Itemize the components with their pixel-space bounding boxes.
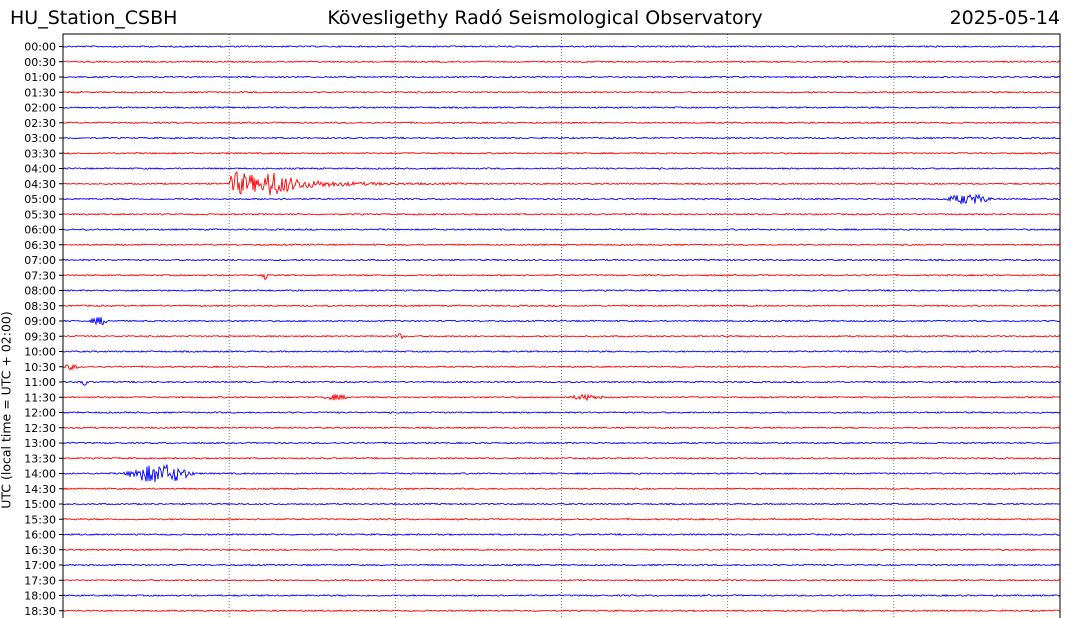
trace-00:00 <box>62 45 1061 48</box>
y-tick-label: 16:00 <box>24 529 56 542</box>
trace-01:30 <box>62 90 1061 94</box>
y-tick-label: 06:30 <box>24 239 56 252</box>
y-tick-label: 13:30 <box>24 452 56 465</box>
trace-08:30 <box>62 304 1061 308</box>
trace-17:00 <box>62 563 1061 567</box>
trace-05:30 <box>62 212 1061 216</box>
chart-title: Kövesligethy Radó Seismological Observat… <box>327 7 763 29</box>
trace-00:30 <box>62 60 1061 64</box>
trace-16:30 <box>62 548 1061 552</box>
trace-09:30 <box>62 333 1061 340</box>
chart-date: 2025-05-14 <box>949 7 1060 29</box>
trace-09:00 <box>62 317 1061 326</box>
y-tick-label: 07:30 <box>24 269 56 282</box>
station-name: HU_Station_CSBH <box>10 7 178 29</box>
y-tick-label: 10:30 <box>24 361 56 374</box>
y-tick-label: 15:30 <box>24 513 56 526</box>
y-tick-label: 04:30 <box>24 178 56 191</box>
trace-05:00 <box>62 193 1061 205</box>
trace-15:00 <box>62 502 1061 506</box>
trace-04:30 <box>62 171 1061 196</box>
y-tick-label: 14:00 <box>24 468 56 481</box>
y-tick-label: 08:00 <box>24 285 56 298</box>
y-tick-label: 01:30 <box>24 86 56 99</box>
y-tick-label: 07:00 <box>24 254 56 267</box>
trace-10:30 <box>62 363 1061 371</box>
y-tick-label: 17:00 <box>24 559 56 572</box>
trace-03:30 <box>62 151 1061 155</box>
y-tick-label: 12:30 <box>24 422 56 435</box>
trace-17:30 <box>62 578 1061 582</box>
trace-04:00 <box>62 167 1061 170</box>
y-axis-ticks: 00:00 00:30 01:00 01:30 02:00 02:30 03:00 03:30… <box>24 41 63 618</box>
trace-01:00 <box>62 75 1061 79</box>
trace-11:00 <box>62 380 1061 386</box>
trace-07:30 <box>62 273 1061 281</box>
vertical-gridlines <box>228 34 895 618</box>
y-tick-label: 09:00 <box>24 315 56 328</box>
trace-10:00 <box>62 350 1061 353</box>
y-tick-label: 01:00 <box>24 71 56 84</box>
y-tick-label: 05:00 <box>24 193 56 206</box>
trace-07:00 <box>62 258 1061 262</box>
trace-14:00 <box>62 464 1061 483</box>
y-tick-label: 18:00 <box>24 590 56 603</box>
y-tick-label: 18:30 <box>24 605 56 618</box>
y-tick-label: 02:00 <box>24 102 56 115</box>
y-tick-label: 08:30 <box>24 300 56 313</box>
trace-11:30 <box>62 393 1061 402</box>
trace-12:30 <box>62 426 1061 430</box>
y-tick-label: 14:30 <box>24 483 56 496</box>
trace-14:30 <box>62 487 1061 491</box>
trace-15:30 <box>62 517 1061 521</box>
trace-06:00 <box>62 228 1061 231</box>
y-tick-label: 17:30 <box>24 574 56 587</box>
plot-frame <box>62 33 1061 618</box>
y-tick-label: 04:00 <box>24 163 56 176</box>
y-tick-label: 00:30 <box>24 56 56 69</box>
trace-13:00 <box>62 441 1061 445</box>
y-tick-label: 05:30 <box>24 208 56 221</box>
y-tick-label: 09:30 <box>24 330 56 343</box>
y-tick-label: 11:00 <box>24 376 56 389</box>
trace-06:30 <box>62 243 1061 247</box>
y-tick-label: 02:30 <box>24 117 56 130</box>
y-tick-label: 11:30 <box>24 391 56 404</box>
trace-lines <box>62 45 1061 613</box>
y-tick-label: 03:00 <box>24 132 56 145</box>
y-tick-label: 06:00 <box>24 224 56 237</box>
y-tick-label: 03:30 <box>24 147 56 160</box>
trace-03:00 <box>62 136 1061 140</box>
trace-13:30 <box>62 456 1061 460</box>
trace-18:00 <box>62 594 1061 597</box>
y-tick-label: 10:00 <box>24 346 56 359</box>
y-tick-label: 15:00 <box>24 498 56 511</box>
y-tick-label: 12:00 <box>24 407 56 420</box>
y-tick-label: 00:00 <box>24 41 56 54</box>
y-tick-label: 16:30 <box>24 544 56 557</box>
trace-02:00 <box>62 106 1061 109</box>
trace-08:00 <box>62 289 1061 292</box>
trace-16:00 <box>62 533 1061 536</box>
trace-12:00 <box>62 411 1061 414</box>
y-tick-label: 13:00 <box>24 437 56 450</box>
trace-18:30 <box>62 609 1061 613</box>
trace-02:30 <box>62 121 1061 125</box>
